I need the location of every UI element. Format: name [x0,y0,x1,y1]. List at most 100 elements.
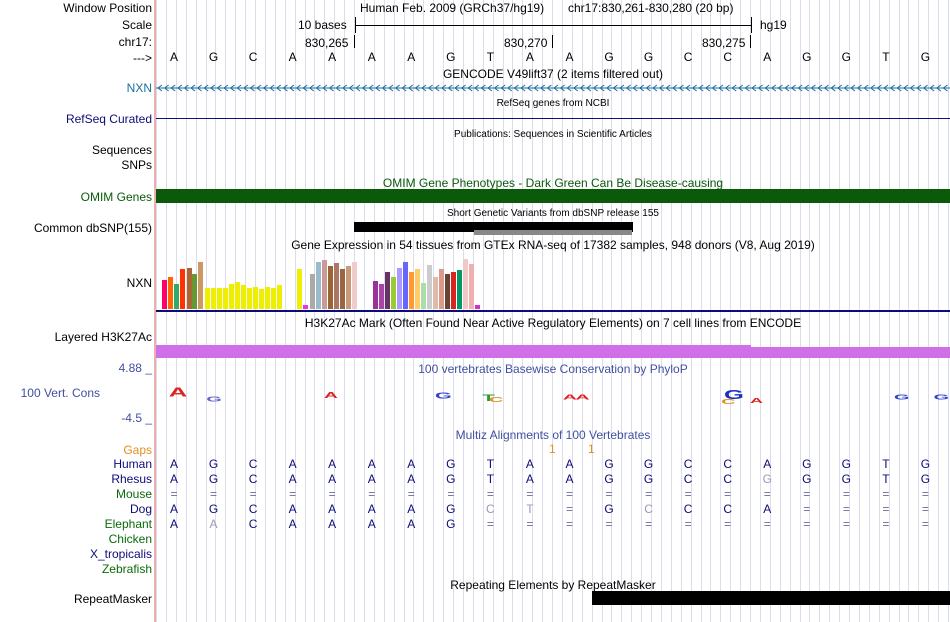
species-label[interactable]: Zebrafish [101,562,152,576]
species-label[interactable]: Elephant [104,517,152,531]
gtex-tissue-bar[interactable] [271,288,276,309]
gtex-tissue-bar[interactable] [211,288,216,309]
repeatmasker-track-label[interactable]: RepeatMasker [73,592,152,606]
gtex-tissue-bar[interactable] [385,272,390,309]
species-label[interactable]: X_tropicalis [89,547,152,561]
gtex-track-title[interactable]: Gene Expression in 54 tissues from GTEx … [291,238,815,252]
gtex-tissue-bar[interactable] [229,284,234,309]
gtex-track-label[interactable]: NXN [126,276,152,290]
phylop-track-title[interactable]: 100 vertebrates Basewise Conservation by… [418,362,688,376]
species-label[interactable]: Mouse [115,487,152,501]
gtex-tissue-bar[interactable] [277,285,282,309]
strand-chevron [724,84,730,92]
refseq-track-label[interactable]: RefSeq Curated [65,112,152,126]
gtex-tissue-bar[interactable] [415,269,420,309]
h3k27ac-signal[interactable] [751,347,950,358]
gtex-tissue-bar[interactable] [475,305,480,309]
gtex-tissue-bar[interactable] [409,272,414,309]
repeatmasker-element[interactable] [592,591,950,605]
repeatmasker-track-title[interactable]: Repeating Elements by RepeatMasker [450,578,656,592]
gtex-tissue-bar[interactable] [346,266,351,309]
gtex-tissue-bar[interactable] [303,305,308,309]
gtex-tissue-bar[interactable] [463,259,468,309]
alignment-base: = [249,487,257,501]
gtex-tissue-bar[interactable] [259,289,264,309]
gtex-tissue-bar[interactable] [451,272,456,309]
sequence-base: G [802,50,812,64]
gtex-tissue-bar[interactable] [427,265,432,309]
multiz-track-title[interactable]: Multiz Alignments of 100 Vertebrates [455,428,651,442]
gencode-gene-feature[interactable] [156,82,950,94]
gtex-tissue-bar[interactable] [192,274,197,309]
gtex-tissue-bar[interactable] [310,274,315,309]
position-text[interactable]: chr17:830,261-830,280 (20 bp) [568,1,734,15]
phylop-conservation-logo[interactable]: A G A G T C A A C A G G G [156,386,950,414]
gtex-tissue-bar[interactable] [217,288,222,309]
assembly-text: Human Feb. 2009 (GRCh37/hg19) [360,1,545,15]
strand-chevron [632,84,638,92]
alignment-base: = [921,502,929,516]
gtex-tissue-bar[interactable] [403,262,408,309]
gtex-tissue-bar[interactable] [373,281,378,309]
gtex-tissue-bar[interactable] [187,268,192,309]
gtex-tissue-bar[interactable] [469,264,474,309]
dbsnp-variant-feature[interactable] [354,222,633,232]
omim-track-label[interactable]: OMIM Genes [80,190,152,204]
alignment-base: C [683,502,693,516]
strand-chevron [427,84,433,92]
gtex-tissue-bar[interactable] [223,288,228,309]
gtex-tissue-bar[interactable] [352,262,357,309]
gtex-tissue-bar[interactable] [445,274,450,309]
alignment-base: G [920,457,931,471]
refseq-track-title[interactable]: RefSeq genes from NCBI [496,98,610,109]
gtex-tissue-bar[interactable] [397,268,402,309]
strand-chevron [869,84,876,92]
gtex-tissue-bar[interactable] [265,287,270,309]
gtex-tissue-bar[interactable] [198,262,203,309]
h3k27ac-signal[interactable] [156,345,751,358]
gtex-tissue-bar[interactable] [241,285,246,309]
gencode-track-title[interactable]: GENCODE V49lift37 (2 items filtered out) [442,67,664,81]
gtex-tissue-bar[interactable] [457,270,462,309]
publications-track-title[interactable]: Publications: Sequences in Scientific Ar… [454,129,652,140]
alignment-base: G [208,472,219,486]
gtex-tissue-bar[interactable] [328,266,333,309]
snps-track-label[interactable]: SNPs [121,158,152,172]
species-label[interactable]: Chicken [108,532,152,546]
gtex-tissue-bar[interactable] [433,277,438,309]
gtex-tissue-bar[interactable] [247,288,252,309]
refseq-gene-feature[interactable] [156,118,950,119]
gtex-tissue-bar[interactable] [334,263,339,309]
gtex-tissue-bar[interactable] [316,262,321,309]
species-label[interactable]: Dog [129,502,152,516]
publications-track-label[interactable]: Sequences [91,143,152,157]
gencode-track-label[interactable]: NXN [126,81,152,95]
species-label[interactable]: Rhesus [111,472,152,486]
gtex-tissue-bar[interactable] [168,277,173,309]
gtex-tissue-bar[interactable] [391,277,396,309]
dbsnp-track-label[interactable]: Common dbSNP(155) [33,221,152,235]
gtex-tissue-bar[interactable] [180,269,185,309]
species-label[interactable]: Human [113,457,152,471]
alignment-base: A [407,502,416,516]
omim-feature[interactable] [156,189,950,203]
gtex-tissue-bar[interactable] [253,287,258,309]
gtex-tissue-bar[interactable] [421,283,426,309]
gtex-tissue-bar[interactable] [379,284,384,309]
gtex-tissue-bar[interactable] [439,269,444,309]
gtex-tissue-bar[interactable] [162,280,167,309]
h3k27ac-track-title[interactable]: H3K27Ac Mark (Often Found Near Active Re… [304,316,802,330]
dbsnp-track-title[interactable]: Short Genetic Variants from dbSNP releas… [447,208,659,219]
dbsnp-variant-feature[interactable] [474,230,632,235]
gtex-tissue-bar[interactable] [235,282,240,309]
strand-chevron [480,84,486,92]
gtex-tissue-bar[interactable] [174,284,179,309]
scale-label: Scale [121,18,152,32]
h3k27ac-track-label[interactable]: Layered H3K27Ac [54,330,152,344]
gtex-tissue-bar[interactable] [205,288,210,309]
phylop-track-label[interactable]: 100 Vert. Cons [20,386,100,400]
gtex-tissue-bar[interactable] [297,269,302,309]
omim-track-title[interactable]: OMIM Gene Phenotypes - Dark Green Can Be… [382,176,724,190]
gtex-tissue-bar[interactable] [340,269,345,309]
gtex-tissue-bar[interactable] [322,260,327,309]
